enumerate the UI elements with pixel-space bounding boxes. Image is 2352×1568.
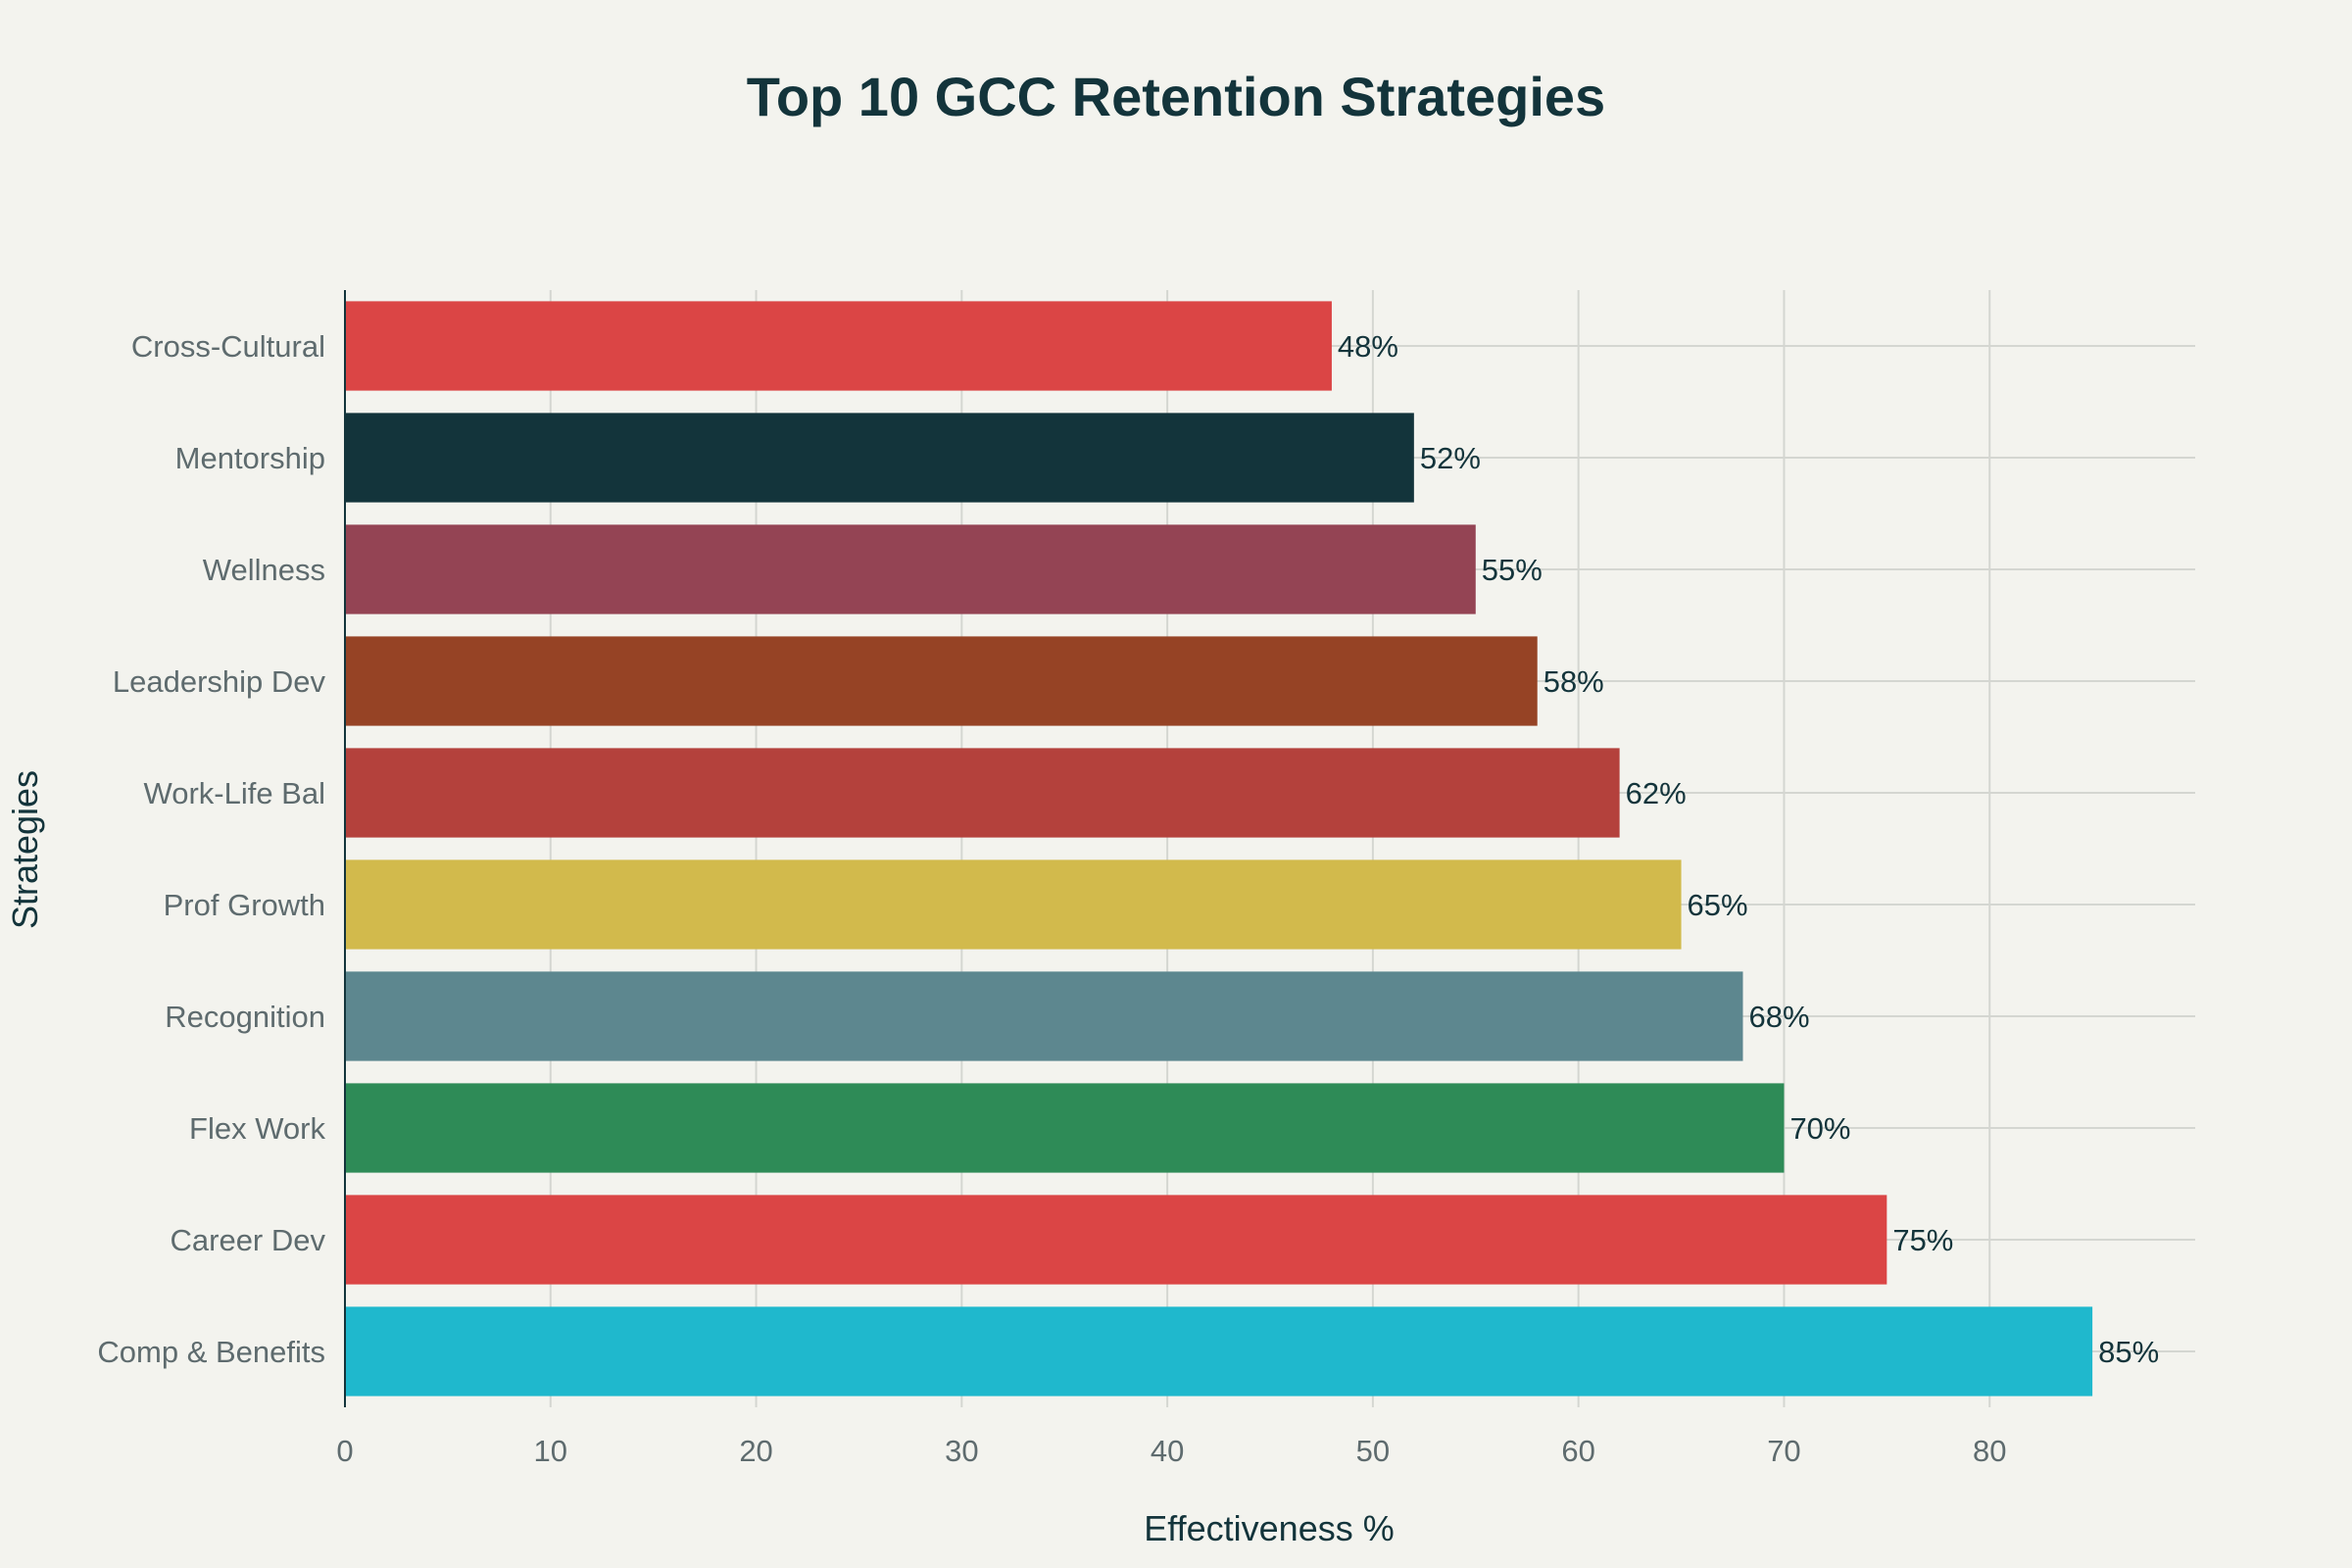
bar-value-label: 70%	[1789, 1111, 1850, 1146]
x-tick-label: 60	[1561, 1434, 1594, 1468]
y-tick-label: Career Dev	[171, 1223, 326, 1257]
y-tick-label: Mentorship	[175, 441, 325, 475]
x-tick-label: 0	[336, 1434, 353, 1468]
bar-value-label: 48%	[1338, 329, 1398, 364]
y-tick-label: Wellness	[203, 553, 325, 587]
bar[interactable]	[345, 524, 1476, 614]
x-tick-label: 50	[1356, 1434, 1390, 1468]
x-tick-label: 10	[534, 1434, 567, 1468]
x-tick-label: 30	[945, 1434, 978, 1468]
bar-value-label: 52%	[1420, 441, 1481, 475]
bar[interactable]	[345, 748, 1620, 838]
bar[interactable]	[345, 1306, 2093, 1396]
y-tick-label: Leadership Dev	[113, 664, 326, 699]
bar[interactable]	[345, 1083, 1785, 1173]
y-tick-label: Flex Work	[189, 1111, 325, 1146]
x-tick-label: 70	[1767, 1434, 1800, 1468]
bar-value-label: 85%	[2098, 1335, 2159, 1369]
y-tick-labels: Comp & Benefits Career Dev Flex Work Recogn…	[97, 329, 325, 1369]
y-tick-label: Cross-Cultural	[131, 329, 325, 364]
bar[interactable]	[345, 859, 1682, 950]
x-tick-label: 80	[1973, 1434, 2006, 1468]
x-axis-title: Effectiveness %	[1144, 1508, 1394, 1548]
bar-value-label: 62%	[1626, 776, 1687, 810]
x-tick-labels: 0 10 20 30 40 50 60 70 80	[336, 1434, 2006, 1468]
y-axis-title: Strategies	[5, 770, 45, 929]
data-labels: 85% 75% 70% 68% 65% 62% 58% 55% 52% 48%	[1338, 329, 2159, 1369]
x-tick-label: 20	[739, 1434, 772, 1468]
bar[interactable]	[345, 301, 1332, 391]
x-tick-label: 40	[1151, 1434, 1184, 1468]
bars	[345, 301, 2093, 1396]
y-tick-label: Prof Growth	[164, 888, 325, 922]
y-tick-label: Recognition	[165, 1000, 325, 1034]
bar-value-label: 55%	[1482, 553, 1543, 587]
bar-value-label: 68%	[1748, 1000, 1809, 1034]
bar-value-label: 65%	[1688, 888, 1748, 922]
bar[interactable]	[345, 971, 1743, 1061]
bar[interactable]	[345, 636, 1538, 726]
chart-title: Top 10 GCC Retention Strategies	[747, 66, 1605, 127]
bar[interactable]	[345, 413, 1414, 503]
bar[interactable]	[345, 1195, 1887, 1285]
y-tick-label: Work-Life Bal	[144, 776, 326, 810]
y-tick-label: Comp & Benefits	[97, 1335, 325, 1369]
bar-value-label: 75%	[1892, 1223, 1953, 1257]
bar-value-label: 58%	[1544, 664, 1604, 699]
